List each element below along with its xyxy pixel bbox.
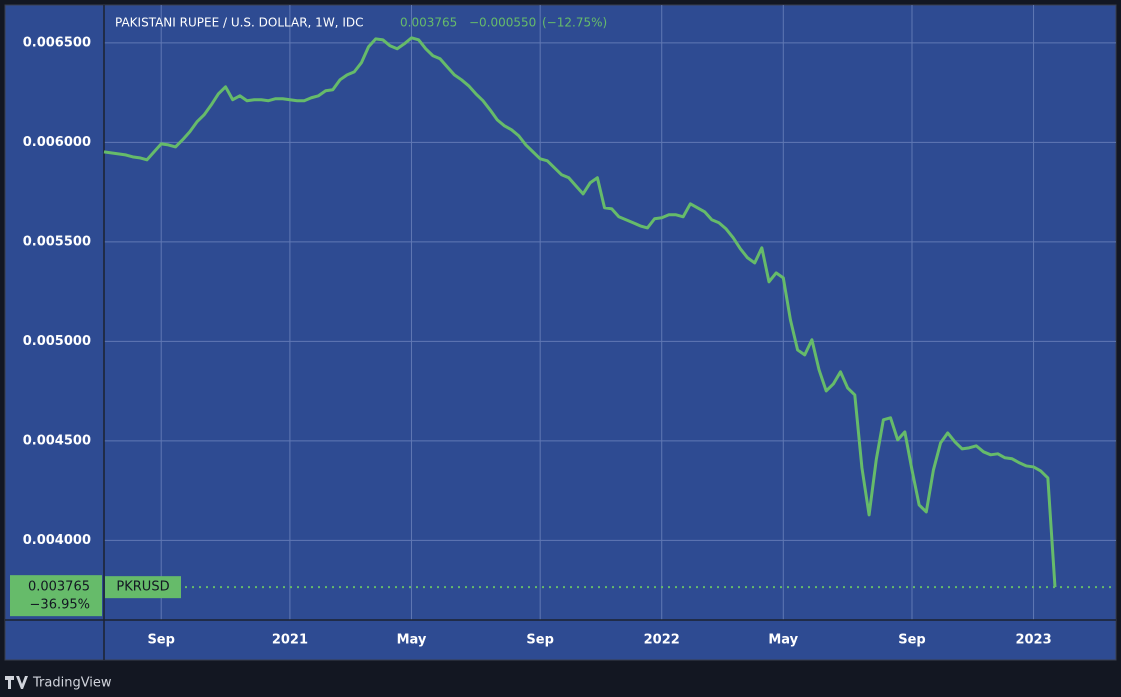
price-tag-value: 0.003765 (28, 580, 90, 595)
header-change: −0.000550 (469, 16, 536, 30)
y-tick-label: 0.005500 (23, 234, 91, 249)
x-tick-label: May (397, 633, 427, 648)
price-tag-change: −36.95% (30, 598, 90, 613)
brand-name: TradingView (32, 676, 112, 691)
x-tick-label: May (768, 633, 798, 648)
grid (104, 5, 1116, 620)
y-tick-label: 0.004500 (23, 433, 91, 448)
marks (103, 36, 1116, 589)
y-tick-label: 0.004000 (23, 533, 91, 548)
price-tag (10, 575, 102, 617)
x-tick-label: 2022 (644, 633, 680, 648)
x-tick-label: Sep (526, 633, 554, 648)
price-line (103, 36, 1057, 588)
x-tick-label: 2023 (1015, 633, 1051, 648)
panel (4, 4, 1117, 661)
y-tick-label: 0.005000 (23, 334, 91, 349)
header-change-pct: (−12.75%) (542, 16, 607, 30)
x-tick-label: Sep (147, 633, 175, 648)
x-tick-label: 2021 (272, 633, 308, 648)
y-tick-label: 0.006500 (23, 35, 91, 50)
x-tick-label: Sep (898, 633, 926, 648)
header-last-value: 0.003765 (400, 16, 457, 30)
symbol-label: PKRUSD (116, 580, 169, 595)
symbol-tag (105, 576, 181, 599)
brand-logo (5, 676, 28, 689)
chart-title: PAKISTANI RUPEE / U.S. DOLLAR, 1W, IDC (115, 16, 363, 30)
brand: TradingView (5, 676, 112, 691)
y-tick-label: 0.006000 (23, 135, 91, 150)
